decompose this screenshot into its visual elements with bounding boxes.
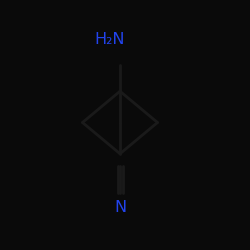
Text: N: N xyxy=(114,200,126,215)
Text: H₂N: H₂N xyxy=(95,32,125,48)
